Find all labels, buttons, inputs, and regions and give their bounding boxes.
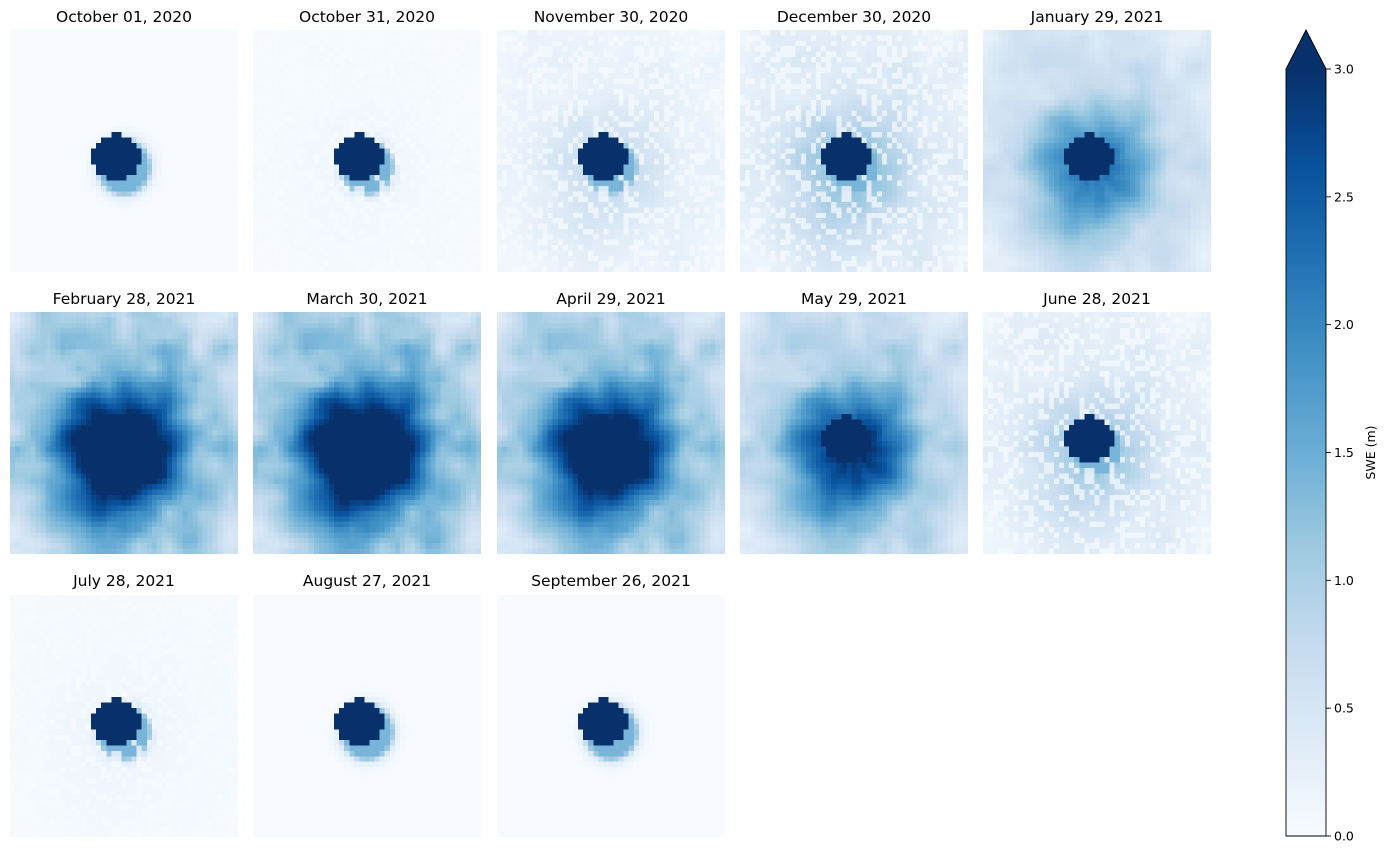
colorbar-tick-label: 2.5 — [1334, 189, 1354, 204]
colorbar-gradient — [1286, 69, 1326, 836]
heatmap-panel — [10, 595, 238, 837]
colorbar-tick-label: 1.0 — [1334, 573, 1354, 588]
heatmap-panel — [983, 312, 1211, 554]
heatmap-panel — [740, 312, 968, 554]
heatmap-panel — [497, 30, 725, 272]
heatmap-panel — [10, 312, 238, 554]
heatmap-panel — [497, 312, 725, 554]
heatmap-panel — [983, 30, 1211, 272]
colorbar-extend-arrow — [1286, 30, 1326, 69]
panel-title: May 29, 2021 — [801, 290, 907, 308]
panel-title: September 26, 2021 — [531, 572, 691, 590]
panel-title: July 28, 2021 — [73, 572, 175, 590]
panel-title: April 29, 2021 — [556, 290, 666, 308]
panel-title: December 30, 2020 — [776, 8, 932, 26]
heatmap-panel — [253, 30, 481, 272]
colorbar-outline — [1285, 29, 1327, 837]
colorbar-tick-label: 0.0 — [1334, 829, 1354, 844]
heatmap-panel — [253, 595, 481, 837]
panel-title: March 30, 2021 — [306, 290, 428, 308]
panel-title: June 28, 2021 — [1043, 290, 1151, 308]
colorbar-tick-label: 0.5 — [1334, 701, 1354, 716]
panel-title: October 01, 2020 — [56, 8, 192, 26]
heatmap-panel — [253, 312, 481, 554]
heatmap-panel — [497, 595, 725, 837]
colorbar-tick-label: 3.0 — [1334, 62, 1354, 77]
heatmap-panel — [740, 30, 968, 272]
colorbar-tick-label: 1.5 — [1334, 445, 1354, 460]
colorbar-label: SWE (m) — [1363, 425, 1378, 479]
panel-title: February 28, 2021 — [52, 290, 196, 308]
panel-title: November 30, 2020 — [533, 8, 689, 26]
colorbar-tick-label: 2.0 — [1334, 317, 1354, 332]
panel-title: October 31, 2020 — [299, 8, 435, 26]
heatmap-panel — [10, 30, 238, 272]
panel-title: January 29, 2021 — [1030, 8, 1164, 26]
panel-title: August 27, 2021 — [302, 572, 432, 590]
